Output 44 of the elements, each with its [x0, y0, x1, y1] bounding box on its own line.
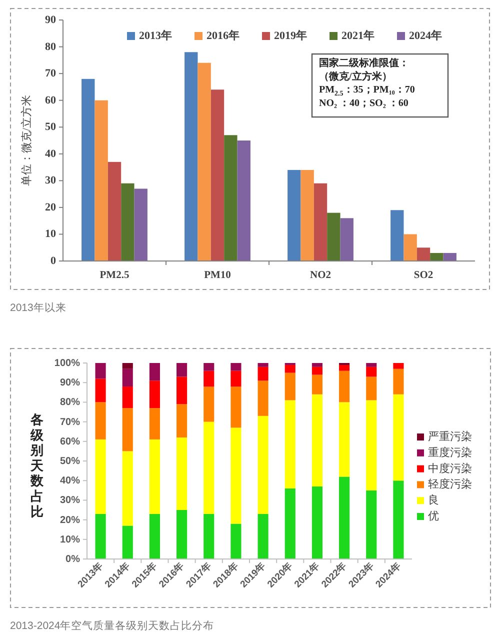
y-tick-label: 30: [45, 174, 56, 187]
legend-label: 2013年: [139, 29, 172, 42]
y-tick-label: 60%: [60, 436, 80, 447]
y-tick-label: 100%: [54, 358, 80, 368]
y-tick-label: 50: [45, 121, 56, 134]
y-tick-label: 0: [50, 255, 56, 267]
y-tick-label: 0%: [66, 554, 80, 564]
y-tick-label: 20: [45, 201, 56, 214]
legend-label: 2024年: [409, 29, 442, 42]
y-tick-label: 80%: [60, 396, 80, 408]
annotation: NO₂ ：40；SO₂ ：60: [319, 97, 408, 108]
y-axis-title: 各级别天数占比: [30, 412, 44, 519]
y-tick-label: 60: [45, 94, 56, 106]
legend-label: 严重污染: [428, 430, 472, 443]
legend-label: 优: [428, 510, 439, 522]
y-tick-label: 70%: [60, 416, 80, 428]
y-tick-label: 10%: [60, 534, 80, 545]
legend-label: 轻度污染: [428, 478, 472, 491]
y-tick-label: 90%: [60, 377, 80, 388]
x-tick-label: NO2: [310, 270, 331, 281]
legend-label: 2016年: [206, 29, 240, 42]
y-tick-label: 40: [45, 148, 56, 160]
text: 2013年以来: [10, 301, 66, 314]
y-tick-label: 80: [45, 40, 56, 53]
y-tick-label: 10: [45, 228, 56, 240]
x-tick-label: SO2: [414, 270, 434, 281]
legend-label: 重度污染: [428, 446, 472, 459]
annotation: PM$_{2.5}$：35；PM₁₀：70: [319, 84, 415, 98]
legend-label: 2021年: [342, 29, 374, 42]
y-tick-label: 50%: [60, 456, 80, 466]
y-tick-label: 90: [45, 14, 56, 26]
annotation: 国家二级标准限值：: [319, 56, 409, 68]
y-tick-label: 70: [45, 68, 56, 80]
annotation: （微克/立方米）: [319, 70, 392, 82]
legend-label: 良: [428, 494, 439, 507]
y-tick-label: 40%: [60, 475, 80, 486]
y-tick-label: 20%: [60, 514, 80, 526]
text: 2013-2024年空气质量各级别天数占比分布: [10, 619, 214, 632]
legend-label: 中度污染: [428, 462, 472, 475]
legend-label: 2019年: [274, 29, 307, 42]
y-tick-label: 30%: [60, 494, 80, 506]
x-tick-label: PM10: [204, 270, 231, 281]
x-tick-label: PM2.5: [100, 270, 130, 281]
y-axis-title: 单位：微克/立方米: [20, 94, 33, 186]
